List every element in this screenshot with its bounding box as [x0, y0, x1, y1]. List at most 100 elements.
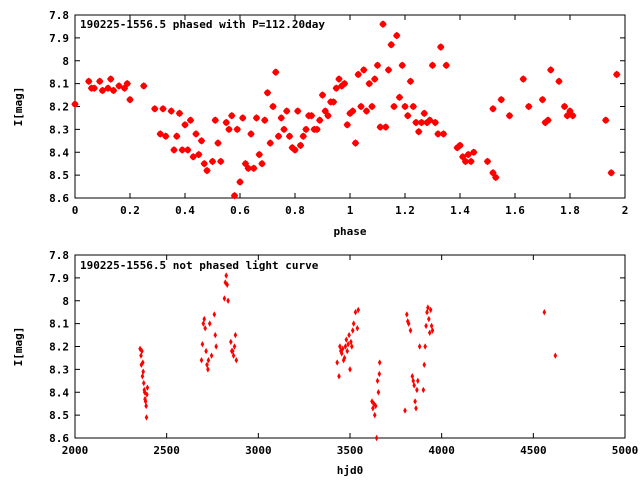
phased-data-point [250, 164, 258, 172]
phased-data-point [332, 84, 340, 92]
phased-data-point [376, 123, 384, 131]
unphased-data-point [225, 281, 229, 288]
y-tick-label: 8.6 [49, 192, 69, 205]
x-tick-label: 1.2 [395, 204, 415, 217]
phased-data-point [483, 157, 492, 166]
phased-data-point [277, 114, 285, 122]
phased-data-point [173, 132, 181, 140]
phased-data-point [602, 116, 610, 124]
phased-data-point [98, 86, 107, 95]
x-tick-label: 4000 [428, 444, 455, 457]
phased-data-point [261, 116, 269, 124]
x-tick-label: 3000 [245, 444, 272, 457]
x-tick-label: 3500 [337, 444, 364, 457]
unphased-data-point [403, 407, 407, 414]
phased-data-point [307, 111, 316, 120]
phased-data-point [197, 137, 206, 145]
unphased-data-point [376, 389, 381, 396]
phased-y-ticks: 7.8 7.9 8 8.1 8.2 8.3 8.4 8.5 8.6 [49, 9, 625, 205]
x-tick-label: 1 [347, 204, 354, 217]
y-tick-label: 7.8 [49, 249, 69, 262]
unphased-data-point [375, 377, 380, 385]
phased-data-point [255, 150, 263, 159]
phased-data-point [71, 100, 79, 108]
unphased-data-point [206, 357, 211, 364]
phased-data-point [343, 121, 351, 129]
phased-data-point [412, 118, 420, 127]
phased-data-point [280, 125, 288, 134]
y-tick-label: 7.8 [49, 9, 69, 22]
unphased-data-point [377, 359, 382, 366]
unphased-data-point [416, 377, 420, 385]
unphased-light-curve-panel: 190225-1556.5 not phased light curve hjd… [12, 249, 638, 477]
unphased-data-point [214, 343, 218, 350]
phased-data-point [151, 105, 159, 113]
phased-data-point [505, 111, 514, 120]
x-tick-label: 5000 [612, 444, 639, 457]
x-tick-label: 0.6 [230, 204, 250, 217]
y-tick-label: 8 [62, 295, 69, 308]
x-tick-label: 1.8 [560, 204, 580, 217]
x-tick-label: 0 [72, 204, 79, 217]
phased-data-point [170, 146, 178, 154]
phased-data-point [285, 132, 294, 140]
unphased-data-point [140, 373, 145, 380]
unphased-data-point [141, 379, 146, 387]
phased-data-point [189, 153, 197, 161]
phased-data-point [489, 105, 497, 113]
unphased-data-point [140, 347, 144, 355]
phased-data-point [195, 150, 203, 159]
phased-data-point [379, 20, 387, 28]
unphased-y-ticks: 7.8 7.9 8 8.1 8.2 8.3 8.4 8.5 8.6 [49, 249, 625, 445]
phased-data-point [470, 148, 478, 156]
unphased-data-point [143, 398, 148, 405]
unphased-data-point [350, 327, 355, 334]
phased-data-point [431, 118, 439, 127]
unphased-data-point [203, 325, 207, 332]
unphased-data-point [355, 325, 360, 332]
phased-data-point [274, 132, 283, 140]
unphased-data-point [337, 373, 341, 380]
unphased-data-point [371, 405, 375, 412]
phased-data-point [492, 173, 500, 182]
phased-data-point [464, 150, 472, 159]
phased-data-point [365, 79, 373, 88]
phased-data-point [230, 192, 239, 200]
y-tick-label: 8.3 [49, 123, 69, 136]
phased-y-axis-label: I[mag] [12, 87, 25, 127]
y-tick-label: 8.5 [49, 169, 69, 182]
phased-data-point [159, 105, 167, 113]
phased-data-point [302, 125, 310, 134]
unphased-x-axis-label: hjd0 [337, 464, 364, 477]
phased-data-point [362, 107, 371, 115]
phased-data-point [395, 93, 404, 102]
unphased-data-point [144, 402, 148, 410]
phased-data-points [71, 20, 621, 200]
phased-data-point [426, 116, 434, 124]
phased-data-point [104, 84, 112, 92]
unphased-data-point [374, 434, 379, 442]
phased-data-point [387, 41, 395, 49]
y-tick-label: 8.2 [49, 101, 69, 114]
phased-data-point [211, 116, 219, 124]
phased-data-point [442, 61, 450, 69]
phased-data-point [96, 77, 104, 86]
unphased-data-point [423, 343, 427, 350]
phased-data-point [390, 102, 398, 111]
unphased-data-point [342, 354, 347, 362]
phased-data-point [357, 102, 365, 111]
unphased-data-point [346, 341, 350, 348]
x-tick-label: 2000 [62, 444, 89, 457]
unphased-data-point [542, 308, 547, 316]
phased-data-point [115, 82, 123, 90]
phased-data-point [222, 118, 230, 127]
phased-data-point [544, 116, 552, 124]
unphased-data-point [234, 357, 239, 364]
phased-data-point [252, 114, 261, 122]
unphased-data-point [405, 311, 409, 318]
x-tick-label: 2 [622, 204, 629, 217]
unphased-data-point [426, 304, 430, 311]
y-tick-label: 8.6 [49, 432, 69, 445]
unphased-data-point [428, 306, 433, 314]
x-tick-label: 4500 [520, 444, 547, 457]
